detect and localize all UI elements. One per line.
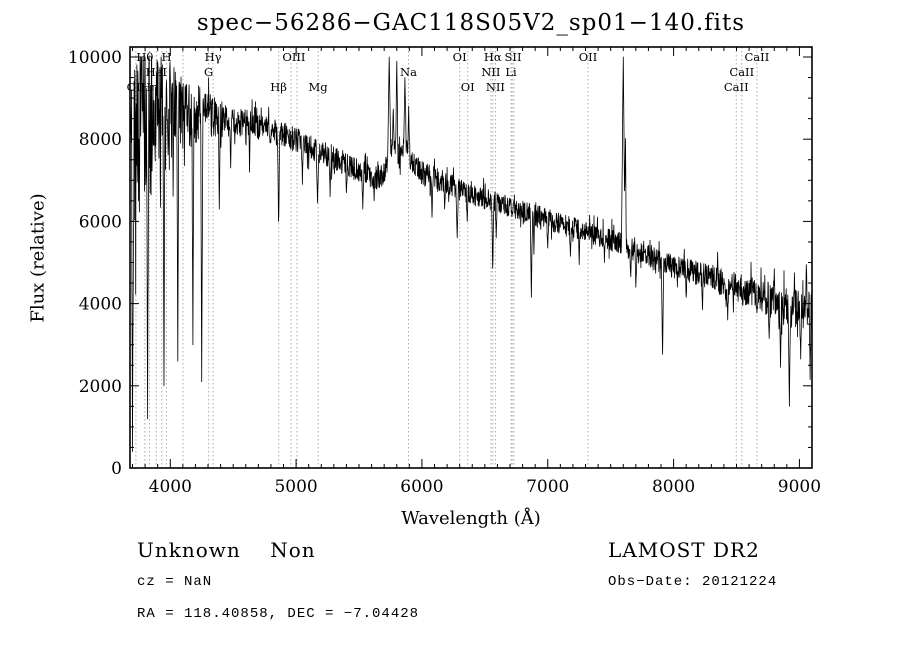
ra-dec: RA = 118.40858, DEC = −7.04428 [137, 606, 420, 622]
svg-text:Hα: Hα [484, 50, 502, 64]
svg-text:Mg: Mg [309, 80, 329, 94]
svg-text:8000: 8000 [79, 130, 122, 150]
svg-text:0: 0 [111, 459, 122, 479]
svg-text:NII: NII [486, 80, 505, 94]
svg-text:SII: SII [505, 50, 522, 64]
svg-text:G: G [204, 65, 213, 79]
svg-text:Hγ: Hγ [205, 50, 222, 64]
svg-text:OI: OI [453, 50, 467, 64]
svg-text:CaII: CaII [745, 50, 770, 64]
ref-lines-group [135, 47, 758, 468]
svg-text:H: H [161, 50, 171, 64]
svg-text:6000: 6000 [400, 477, 443, 497]
svg-text:4000: 4000 [149, 477, 192, 497]
svg-text:8000: 8000 [652, 477, 695, 497]
svg-text:4000: 4000 [79, 295, 122, 315]
axis-group [129, 46, 813, 469]
svg-text:Li: Li [505, 65, 517, 79]
svg-text:5000: 5000 [274, 477, 317, 497]
svg-text:Hβ: Hβ [270, 80, 287, 94]
svg-text:9000: 9000 [778, 477, 821, 497]
svg-text:6000: 6000 [79, 212, 122, 232]
svg-text:OIII: OIII [282, 50, 305, 64]
chart-title: spec−56286−GAC118S05V2_sp01−140.fits [196, 10, 746, 36]
survey-name: LAMOST DR2 [608, 538, 760, 562]
svg-text:NII: NII [481, 65, 500, 79]
cz-value: cz = NaN [137, 574, 213, 590]
obs-date: Obs−Date: 20121224 [608, 574, 778, 590]
svg-text:2000: 2000 [79, 377, 122, 397]
svg-text:CaII: CaII [724, 80, 749, 94]
svg-text:10000: 10000 [68, 48, 122, 68]
spectrum-trace [129, 56, 813, 452]
svg-text:OI: OI [461, 80, 475, 94]
x-axis-label: Wavelength (Å) [401, 508, 541, 529]
svg-text:7000: 7000 [526, 477, 569, 497]
svg-text:CaII: CaII [729, 65, 754, 79]
svg-text:OII: OII [579, 50, 598, 64]
tick-labels-group: 4000 5000 6000 7000 8000 9000 0 2000 4000 6000 800… [68, 48, 821, 497]
svg-text:Na: Na [400, 65, 417, 79]
y-axis-label: Flux (relative) [27, 193, 49, 323]
classification-text: Unknown Non [137, 538, 316, 562]
